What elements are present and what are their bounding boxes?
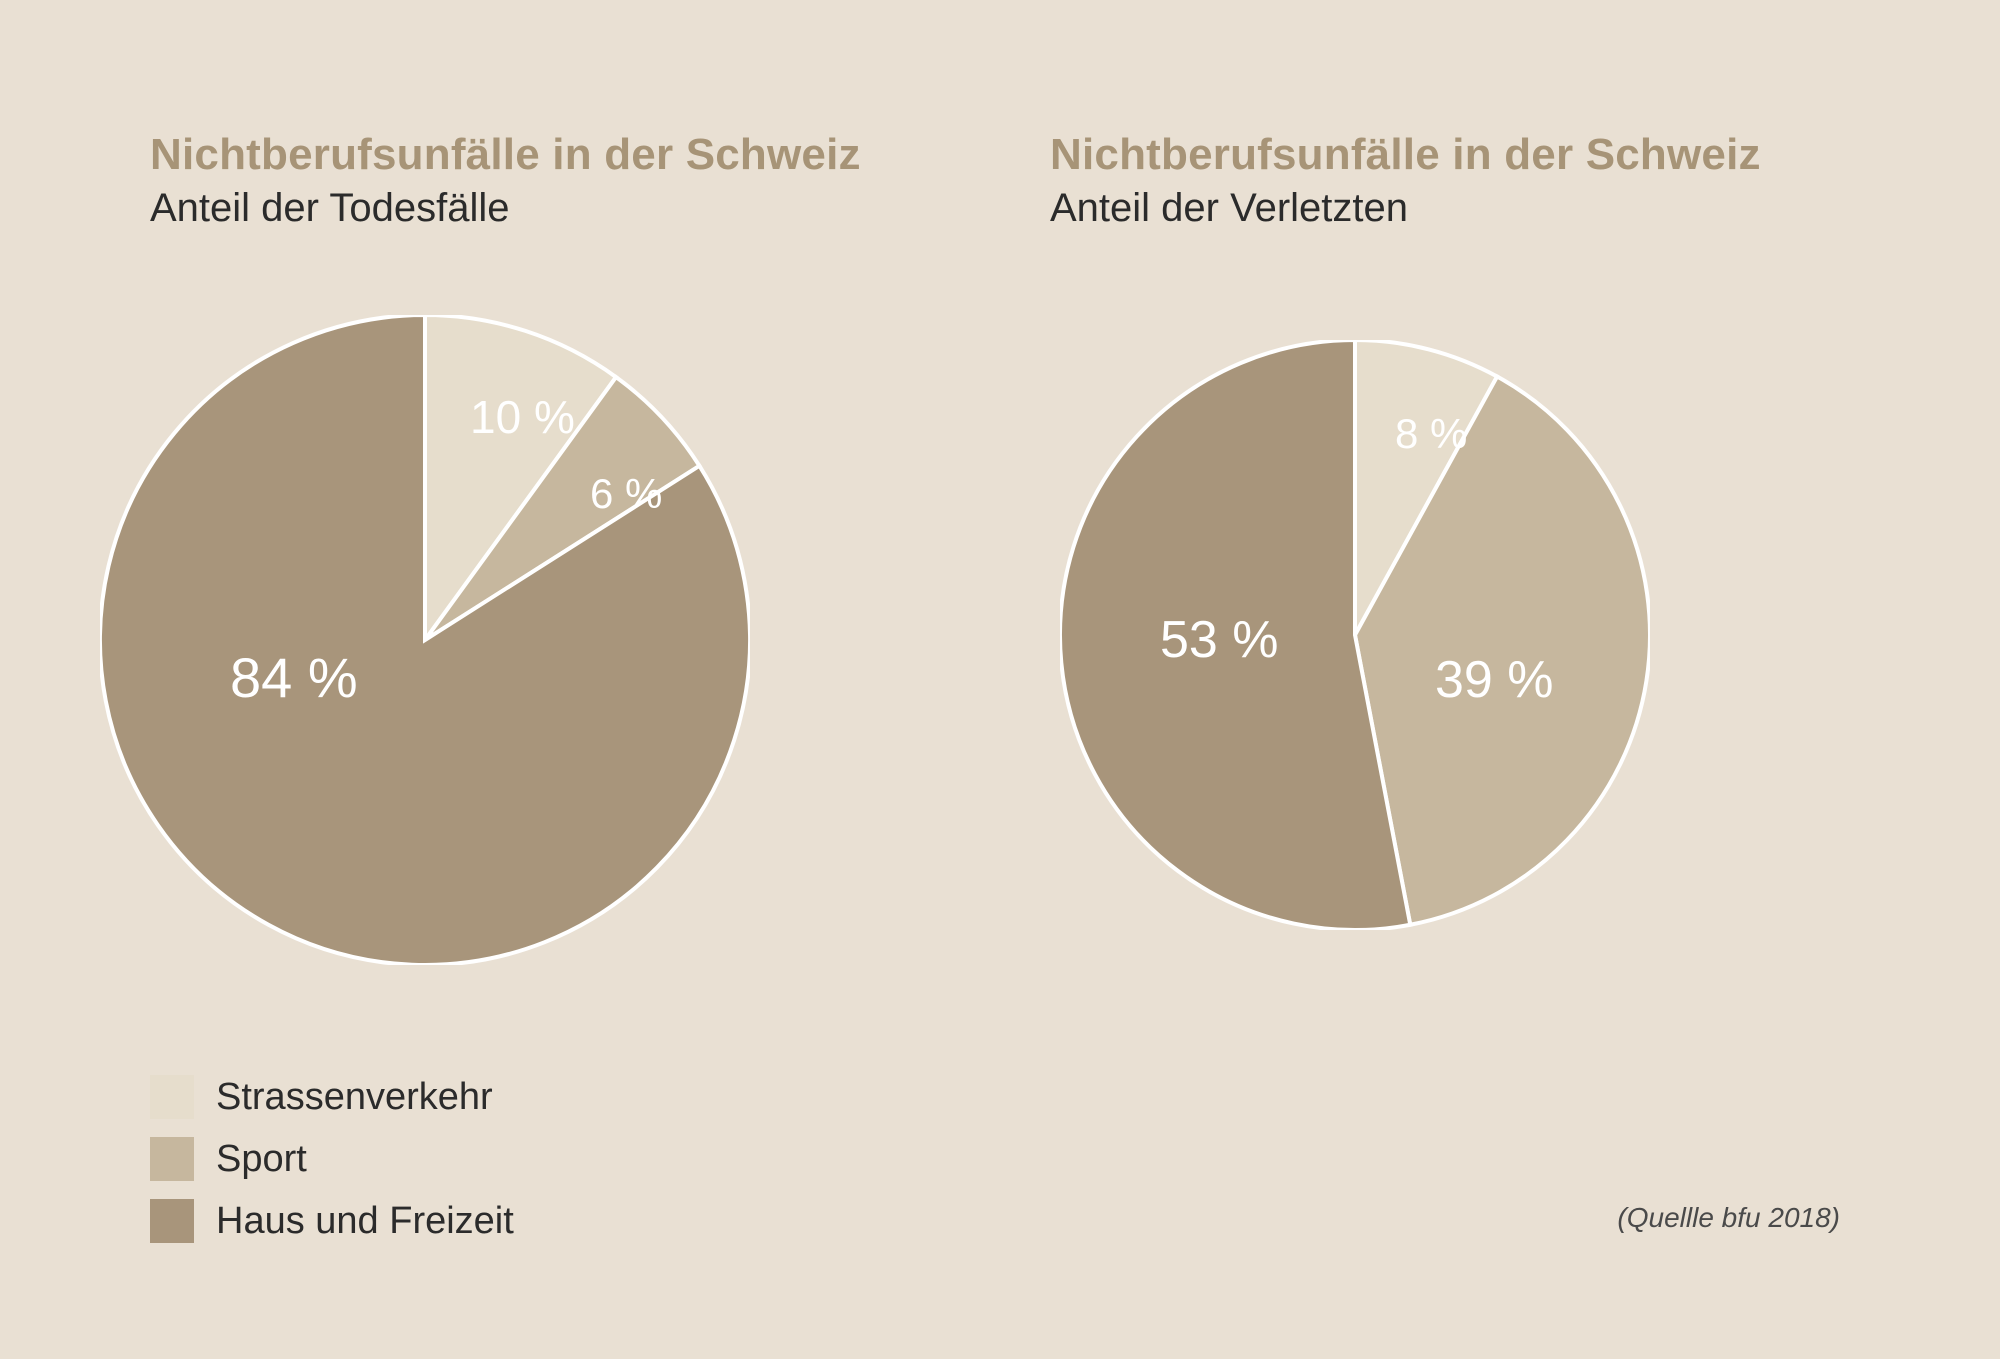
legend-item-haus_freizeit: Haus und Freizeit [150,1199,514,1243]
right-subtitle: Anteil der Verletzten [1050,186,1930,231]
legend-swatch-strassenverkehr [150,1075,194,1119]
slice-label-haus_freizeit: 84 % [230,645,358,710]
left-title: Nichtberufsunfälle in der Schweiz [150,130,1030,180]
slice-label-sport: 39 % [1435,650,1554,710]
slice-label-sport: 6 % [590,470,662,518]
slice-label-strassenverkehr: 10 % [470,390,575,444]
legend-label-sport: Sport [216,1138,307,1181]
legend-swatch-sport [150,1137,194,1181]
legend: Strassenverkehr Sport Haus und Freizeit [150,1075,514,1261]
left-pie-labels: 10 % 6 % 84 % [100,315,750,965]
chart-canvas: Nichtberufsunfälle in der Schweiz Anteil… [0,0,2000,1359]
legend-item-sport: Sport [150,1137,514,1181]
left-pie-chart: 10 % 6 % 84 % [100,315,750,970]
right-pie-chart: 8 % 39 % 53 % [1060,340,1650,935]
slice-label-strassenverkehr: 8 % [1395,410,1467,458]
legend-swatch-haus_freizeit [150,1199,194,1243]
left-subtitle: Anteil der Todesfälle [150,186,1030,231]
right-panel: Nichtberufsunfälle in der Schweiz Anteil… [1050,130,1930,231]
right-title: Nichtberufsunfälle in der Schweiz [1050,130,1930,180]
legend-label-haus_freizeit: Haus und Freizeit [216,1200,514,1243]
left-panel: Nichtberufsunfälle in der Schweiz Anteil… [150,130,1030,231]
legend-label-strassenverkehr: Strassenverkehr [216,1076,493,1119]
slice-label-haus_freizeit: 53 % [1160,610,1279,670]
source-text: (Quellle bfu 2018) [1617,1202,1840,1234]
right-pie-labels: 8 % 39 % 53 % [1060,340,1650,930]
legend-item-strassenverkehr: Strassenverkehr [150,1075,514,1119]
